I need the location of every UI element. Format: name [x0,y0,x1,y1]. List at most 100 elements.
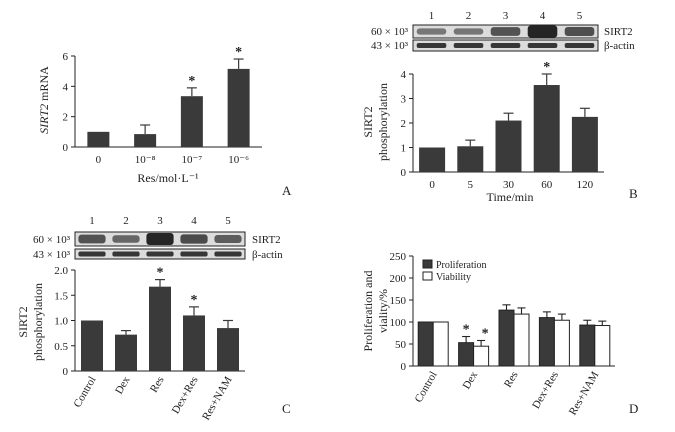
panel-b-sirt2-band [453,28,484,35]
panel-d-bar-viability [553,319,570,367]
panel-d-x-tick-label: Control [413,370,440,405]
panel-b-bar [495,120,522,172]
panel-d-bar-proliferation [538,317,555,367]
panel-b-y-label-2: phosphorylation [376,83,390,161]
panel-c-lane-number: 4 [191,215,197,227]
panel-b-bar [457,146,484,172]
panel-b-sirt2-band [490,27,521,36]
panel-a-significance-star: * [188,74,195,89]
panel-a-y-tick-label: 6 [63,51,69,63]
panel-b-y-tick-label: 1 [401,143,407,155]
panel-c-x-tick-label: Dex [113,374,133,396]
panel-b-y-label-1: SIRT2 [361,106,375,137]
panel-b-blot-label-top: SIRT2 [604,26,633,38]
panel-a-y-label: SIRT2 mRNA [37,66,51,134]
panel-a-bar [180,96,203,147]
panel-d-bar-viability [594,325,611,367]
panel-c-actin-band [214,251,242,257]
panel-b-bar [419,147,446,172]
panel-c-bar [217,328,239,371]
panel-c-actin-band [180,251,208,257]
panel-d-bar-viability [473,345,490,367]
panel-c-x-tick-label: Res [148,375,167,395]
panel-c-y-label-1: SIRT2 [16,306,30,337]
panel-d-bar-proliferation [579,324,596,367]
panel-c-bar [115,334,137,371]
panel-a-significance-star: * [235,45,242,60]
panel-c-actin-band [112,251,140,257]
panel-b-lane-number: 3 [503,10,509,22]
panel-d-y-tick-label: 250 [390,251,407,263]
panel-a-bar [87,131,110,147]
panel-a-bar [134,134,157,147]
panel-d-y-tick-label: 100 [390,317,407,329]
panel-a-x-tick-label: 0 [96,154,102,166]
panel-c-x-tick-label: Dex+Res [170,375,201,417]
panel-d-y-tick-label: 150 [390,295,407,307]
panel-c-sirt2-band [180,234,208,244]
panel-c-lane-number: 5 [225,215,231,227]
panel-d-bar-viability [432,321,449,367]
panel-d-chart: 0 50 100 150 200 250 * * Control Dex Res Dex+Res R… [361,251,638,417]
panel-d-letter: D [629,401,638,416]
panel-a-y-tick-label: 0 [63,142,69,154]
panel-b-chart: 1 2 3 4 5 60 × 10³ 43 × 10³ SIRT2 β-actin 0 1… [361,10,638,204]
panel-b-y-tick-label: 0 [401,167,407,179]
panel-d-bar-proliferation [417,321,434,367]
panel-d-significance-star: * [482,326,489,341]
panel-c-y-tick-label: 1.0 [54,316,68,328]
panel-d-legend-label: Proliferation [436,260,487,271]
panel-b-letter: B [629,186,638,201]
panel-c-bar [81,320,103,371]
panel-b-sirt2-band [564,26,595,37]
panel-a-letter: A [282,183,292,198]
panel-b-y-tick-label: 2 [401,118,407,130]
panel-c-chart: 1 2 3 4 5 60 × 10³ 43 × 10³ SIRT2 β-actin 0 0… [16,215,291,422]
panel-c-significance-star: * [157,266,164,281]
panel-b-x-tick-label: 30 [503,179,515,191]
panel-b-sirt2-band [416,28,447,35]
panel-d-x-tick-label: Dex+Res [530,370,561,412]
panel-a-x-tick-label: 10⁻⁶ [228,154,249,166]
panel-c-bar [183,315,205,371]
panel-d-legend-label: Viability [436,272,471,283]
panel-b-actin-band [453,43,484,48]
panel-b-actin-band [527,43,558,48]
panel-d-y-label-2: viality/% [376,289,390,333]
panel-c-sirt2-band [112,235,140,243]
panel-c-y-tick-label: 0.5 [54,341,68,353]
panel-b-mw-top: 60 × 10³ [371,26,409,38]
panel-b-x-tick-label: 5 [468,179,474,191]
panel-c-lane-number: 1 [89,215,95,227]
panel-c-y-tick-label: 0 [63,366,69,378]
panel-b-x-tick-label: 0 [429,179,435,191]
panel-b-blot-label-bottom: β-actin [604,40,635,52]
panel-c-blot-label-top: SIRT2 [252,234,281,246]
panel-d-legend-swatch [422,271,433,281]
panel-b-bar [571,116,598,172]
panel-c-y-tick-label: 1.5 [54,290,68,302]
panel-d-legend-swatch [422,259,433,269]
panel-d-significance-star: * [463,323,470,338]
panel-d-bar-proliferation [498,309,515,367]
panel-c-actin-band [78,251,106,257]
panel-d-y-tick-label: 0 [401,361,407,373]
panel-d-bar-viability [513,313,530,367]
panel-c-x-tick-label: Res+NAM [200,374,235,422]
panel-c-lane-number: 2 [123,215,129,227]
panel-d-y-tick-label: 200 [390,273,407,285]
panel-b-y-tick-label: 3 [401,94,407,106]
panel-b-y-tick-label: 4 [401,69,407,81]
panel-b-lane-number: 4 [540,10,546,22]
panel-b-lane-number: 1 [429,10,435,22]
panel-b-x-tick-label: 60 [541,179,553,191]
panel-c-lane-number: 3 [157,215,163,227]
panel-a-y-tick-label: 4 [63,81,69,93]
panel-b-lane-number: 5 [577,10,583,22]
panel-c-sirt2-band [214,234,242,244]
panel-b-actin-band [564,43,595,48]
panel-b-x-tick-label: 120 [577,179,594,191]
panel-c-mw-bottom: 43 × 10³ [33,249,71,261]
panel-c-significance-star: * [191,293,198,308]
